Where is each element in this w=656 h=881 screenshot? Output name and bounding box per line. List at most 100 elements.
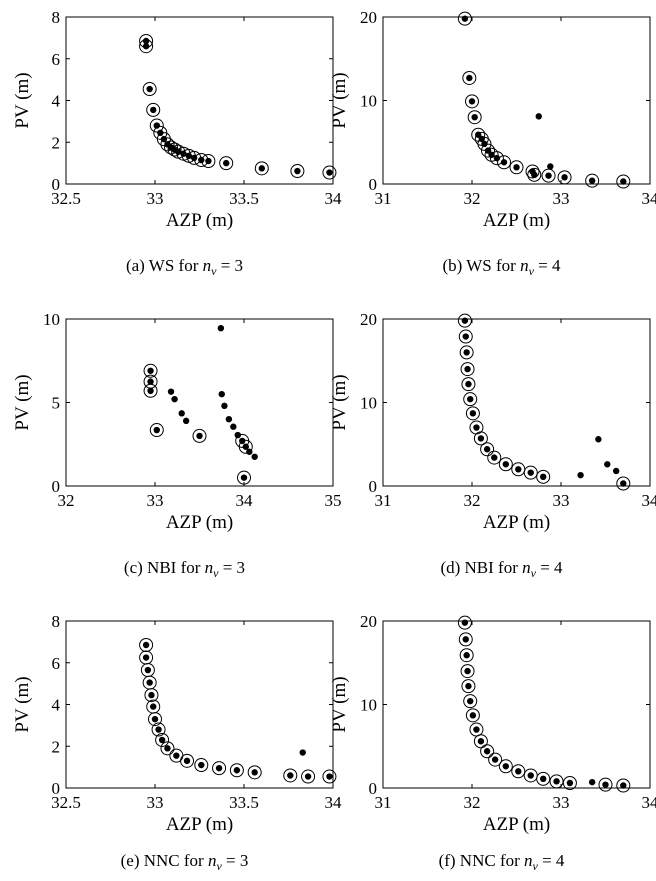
solution-dot-marker [492, 756, 498, 762]
solution-dot-marker [540, 474, 546, 480]
solution-dot-marker [478, 738, 484, 744]
solution-dot-marker [463, 349, 469, 355]
solution-dot-marker [171, 396, 177, 402]
solution-dot-marker [503, 763, 509, 769]
y-tick-label: 2 [52, 737, 61, 756]
solution-dot-marker [155, 726, 161, 732]
x-tick-label: 31 [375, 793, 392, 812]
plot-frame [383, 17, 650, 184]
solution-dot-marker [216, 765, 222, 771]
solution-dot-marker [515, 768, 521, 774]
x-tick-label: 34 [325, 189, 343, 208]
y-tick-label: 0 [52, 779, 61, 798]
solution-dot-marker [467, 396, 473, 402]
solution-dot-marker [235, 432, 241, 438]
x-axis-label: AZP (m) [483, 210, 550, 231]
solution-dot-marker [305, 773, 311, 779]
solution-dot-marker [246, 449, 252, 455]
plot-frame [66, 319, 333, 486]
solution-dot-marker [154, 427, 160, 433]
y-tick-label: 2 [52, 133, 61, 152]
solution-dot-marker [547, 163, 553, 169]
y-axis-label: PV (m) [329, 374, 350, 430]
x-tick-label: 34 [642, 491, 656, 510]
solution-dot-marker [251, 454, 257, 460]
solution-dot-marker [218, 325, 224, 331]
solution-dot-marker [471, 114, 477, 120]
chart-panel-2: 31 32 33 3401020AZP (m)PV (m)(b) WS for nv … [329, 8, 656, 278]
solution-dot-marker [577, 472, 583, 478]
solution-dot-marker [147, 368, 153, 374]
chart-panel-1: 32.5 33 33.5 3402468AZP (m)PV (m)(a) WS for… [12, 8, 342, 278]
solution-dot-marker [241, 474, 247, 480]
y-tick-label: 10 [360, 394, 377, 413]
x-tick-label: 33 [147, 491, 164, 510]
x-tick-label: 34 [236, 491, 254, 510]
solution-dot-marker [589, 779, 595, 785]
solution-dot-marker [465, 381, 471, 387]
solution-dot-marker [145, 667, 151, 673]
solution-dot-marker [147, 378, 153, 384]
y-tick-label: 5 [52, 394, 61, 413]
solution-dot-marker [152, 716, 158, 722]
solution-dot-marker [196, 433, 202, 439]
y-tick-label: 8 [52, 612, 61, 631]
solution-dot-marker [465, 683, 471, 689]
x-tick-label: 33 [147, 189, 164, 208]
solution-dot-marker [294, 168, 300, 174]
x-axis-label: AZP (m) [166, 210, 233, 231]
solution-dot-marker [620, 782, 626, 788]
solution-dot-marker [198, 762, 204, 768]
y-tick-label: 0 [369, 175, 378, 194]
x-tick-label: 34 [642, 189, 656, 208]
solution-dot-marker [143, 43, 149, 49]
x-tick-label: 32 [464, 491, 481, 510]
chart-panel-3: 32 33 34 35 0 5 10 AZP (m) PV (m) (c) NBI for nv … [12, 310, 342, 580]
solution-dot-marker [462, 15, 468, 21]
chart-panel-4: 31 32 33 3401020AZP (m)PV (m)(d) NBI for nv… [329, 310, 656, 580]
solution-dot-marker [620, 480, 626, 486]
solution-dot-marker [589, 177, 595, 183]
solution-dot-marker [146, 86, 152, 92]
x-tick-label: 32 [464, 189, 481, 208]
solution-dot-marker [540, 776, 546, 782]
y-tick-label: 6 [52, 654, 61, 673]
solution-dot-marker [463, 652, 469, 658]
x-tick-label: 31 [375, 491, 392, 510]
x-tick-label: 33 [553, 189, 570, 208]
y-tick-label: 10 [360, 696, 377, 715]
solution-dot-marker [469, 98, 475, 104]
y-axis-label: PV (m) [12, 676, 33, 732]
solution-dot-marker [473, 726, 479, 732]
panel-caption: (c) NBI for nv = 3 [124, 558, 245, 580]
solution-dot-marker [561, 174, 567, 180]
solution-dot-marker [157, 130, 163, 136]
solution-dot-marker [300, 749, 306, 755]
plot-frame [383, 319, 650, 486]
x-axis-label: AZP (m) [483, 512, 550, 533]
y-tick-label: 10 [43, 310, 60, 329]
y-tick-label: 0 [52, 175, 61, 194]
solution-dot-marker [326, 773, 332, 779]
panel-caption: (a) WS for nv = 3 [126, 256, 243, 278]
solution-dot-marker [462, 317, 468, 323]
x-axis-label: AZP (m) [166, 512, 233, 533]
solution-dot-marker [470, 712, 476, 718]
solution-dot-marker [173, 752, 179, 758]
solution-dot-marker [184, 758, 190, 764]
solution-dot-marker [230, 424, 236, 430]
x-tick-label: 33 [147, 793, 164, 812]
solution-dot-marker [239, 438, 245, 444]
solution-dot-marker [205, 158, 211, 164]
x-tick-label: 34 [325, 793, 343, 812]
solution-dot-marker [198, 157, 204, 163]
y-tick-label: 20 [360, 612, 377, 631]
solution-dot-marker [491, 454, 497, 460]
x-tick-label: 32 [58, 491, 75, 510]
y-tick-label: 0 [369, 779, 378, 798]
solution-dot-marker [462, 619, 468, 625]
y-tick-label: 0 [52, 477, 61, 496]
solution-dot-marker [494, 155, 500, 161]
solution-dot-marker [602, 781, 608, 787]
solution-dot-marker [528, 772, 534, 778]
